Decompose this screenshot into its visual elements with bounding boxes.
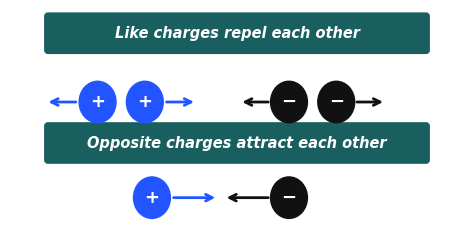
Ellipse shape (134, 177, 170, 219)
Text: +: + (145, 189, 159, 207)
Text: +: + (137, 93, 152, 111)
Ellipse shape (127, 81, 163, 123)
Text: Like charges repel each other: Like charges repel each other (115, 26, 359, 41)
Ellipse shape (79, 81, 116, 123)
FancyBboxPatch shape (45, 123, 429, 163)
Ellipse shape (271, 81, 308, 123)
Text: −: − (282, 189, 297, 207)
Text: Opposite charges attract each other: Opposite charges attract each other (87, 136, 387, 150)
Text: +: + (90, 93, 105, 111)
Text: −: − (328, 93, 344, 111)
Ellipse shape (271, 177, 308, 219)
Ellipse shape (318, 81, 355, 123)
FancyBboxPatch shape (45, 14, 429, 53)
Text: −: − (282, 93, 297, 111)
